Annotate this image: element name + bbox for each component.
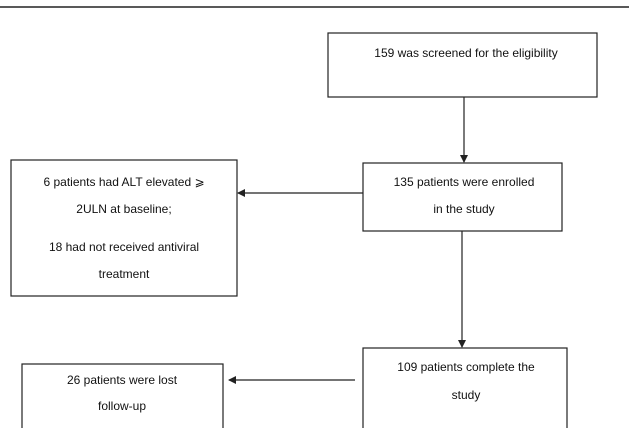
node-text: 26 patients were lost — [67, 373, 178, 387]
node-text: follow-up — [98, 399, 146, 413]
node-box — [327, 32, 598, 98]
node-box — [21, 363, 224, 433]
node-text: 6 patients had ALT elevated ⩾ — [43, 175, 204, 189]
node-box — [362, 162, 563, 232]
node-box — [362, 347, 568, 433]
node-text: 18 had not received antiviral — [49, 240, 199, 254]
node-text: 159 was screened for the eligibility — [374, 46, 557, 60]
node-text: study — [452, 388, 481, 402]
node-text: 135 patients were enrolled — [394, 175, 535, 189]
node-box — [10, 159, 238, 297]
node-text: in the study — [433, 202, 494, 216]
node-text: 2ULN at baseline; — [76, 202, 171, 216]
node-text: treatment — [99, 267, 150, 281]
node-text: 109 patients complete the — [397, 360, 535, 374]
